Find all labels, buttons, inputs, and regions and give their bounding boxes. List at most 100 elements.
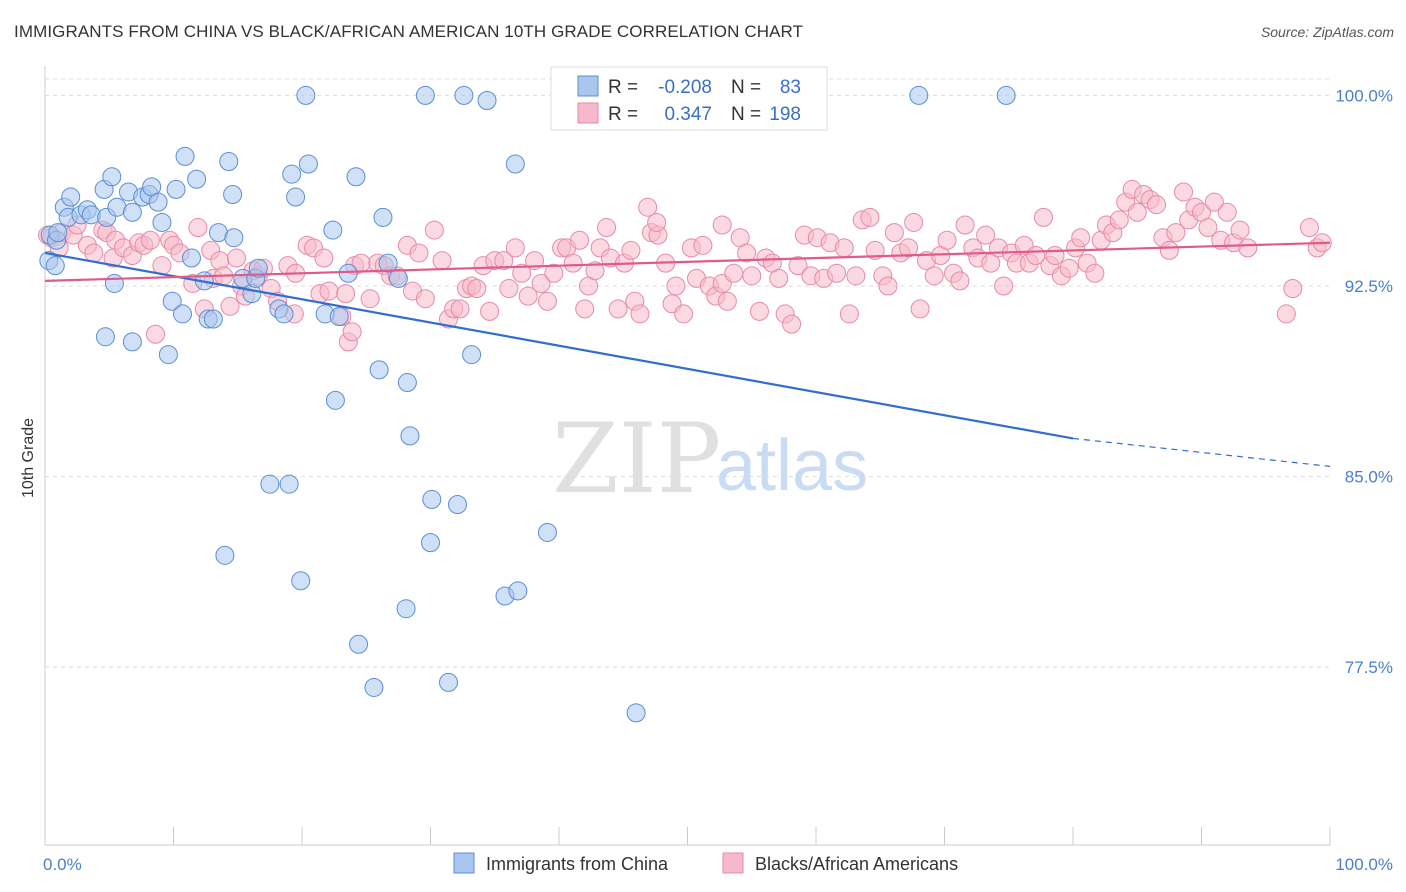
blacks-point bbox=[1276, 304, 1296, 324]
china-point bbox=[349, 634, 369, 654]
china-point bbox=[454, 85, 474, 105]
blacks-point bbox=[499, 279, 519, 299]
blacks-point bbox=[666, 276, 686, 296]
china-point bbox=[102, 167, 122, 187]
blacks-point bbox=[630, 304, 650, 324]
series-blacks-points bbox=[38, 179, 1332, 352]
china-point bbox=[223, 185, 243, 205]
blacks-point bbox=[1045, 245, 1065, 265]
x-tick-label-max: 100.0% bbox=[1335, 855, 1393, 874]
chart-title: IMMIGRANTS FROM CHINA VS BLACK/AFRICAN A… bbox=[14, 22, 804, 41]
china-point bbox=[166, 179, 186, 199]
blacks-point bbox=[899, 238, 919, 258]
china-point bbox=[122, 202, 142, 222]
blacks-point bbox=[544, 263, 564, 283]
china-point bbox=[260, 474, 280, 494]
china-point bbox=[447, 495, 467, 515]
legend-swatch-blue bbox=[577, 75, 599, 97]
watermark-atlas: atlas bbox=[716, 426, 868, 506]
blacks-point bbox=[846, 266, 866, 286]
blacks-point bbox=[188, 218, 208, 238]
blacks-point bbox=[432, 251, 452, 271]
china-point bbox=[325, 390, 345, 410]
blacks-point bbox=[424, 220, 444, 240]
blacks-point bbox=[693, 235, 713, 255]
china-point bbox=[187, 169, 207, 189]
china-point bbox=[172, 304, 192, 324]
blacks-point bbox=[865, 240, 885, 260]
blacks-point bbox=[319, 281, 339, 301]
blacks-point bbox=[512, 263, 532, 283]
china-point bbox=[104, 273, 124, 293]
blacks-point bbox=[621, 240, 641, 260]
blacks-point bbox=[226, 248, 246, 268]
blacks-point bbox=[839, 304, 859, 324]
china-point bbox=[388, 268, 408, 288]
china-point bbox=[61, 187, 81, 207]
china-point bbox=[537, 522, 557, 542]
blacks-point bbox=[904, 212, 924, 232]
blacks-point bbox=[712, 215, 732, 235]
china-point bbox=[338, 263, 358, 283]
gridlines bbox=[45, 78, 1330, 668]
china-point bbox=[364, 677, 384, 697]
blacks-point bbox=[788, 256, 808, 276]
china-point bbox=[286, 187, 306, 207]
blacks-point bbox=[342, 322, 362, 342]
source-credit: Source: ZipAtlas.com bbox=[1260, 24, 1394, 40]
blacks-point bbox=[360, 289, 380, 309]
blacks-point bbox=[1127, 202, 1147, 222]
blacks-point bbox=[884, 223, 904, 243]
blacks-point bbox=[674, 304, 694, 324]
blacks-point bbox=[950, 271, 970, 291]
blacks-point bbox=[981, 253, 1001, 273]
blacks-point bbox=[1204, 192, 1224, 212]
blacks-point bbox=[924, 266, 944, 286]
watermark-zip: ZIP bbox=[552, 403, 721, 515]
blacks-point bbox=[976, 225, 996, 245]
china-point bbox=[462, 345, 482, 365]
blacks-point bbox=[467, 279, 487, 299]
blacks-point bbox=[1238, 238, 1258, 258]
blacks-point bbox=[782, 314, 802, 334]
legend-n-value: 83 bbox=[780, 77, 801, 98]
china-point bbox=[378, 253, 398, 273]
stats-legend: R = -0.208 N = 83 R = 0.347 N = 198 bbox=[550, 66, 828, 131]
blacks-point bbox=[1217, 202, 1237, 222]
legend-n-label: N = bbox=[731, 77, 761, 98]
china-point bbox=[996, 85, 1016, 105]
china-trend-line bbox=[44, 251, 1074, 440]
blacks-point bbox=[737, 243, 757, 263]
legend-r-value: -0.208 bbox=[658, 77, 712, 98]
blacks-point bbox=[742, 266, 762, 286]
china-point bbox=[477, 90, 497, 110]
china-point bbox=[122, 332, 142, 352]
blacks-point bbox=[409, 243, 429, 263]
legend-n-value: 198 bbox=[769, 104, 801, 125]
blacks-point bbox=[1166, 223, 1186, 243]
blacks-point bbox=[494, 251, 514, 271]
series-legend: Immigrants from China Blacks/African Ame… bbox=[453, 852, 958, 874]
blacks-point bbox=[585, 261, 605, 281]
blacks-point bbox=[531, 273, 551, 293]
china-point bbox=[248, 258, 268, 278]
blacks-point bbox=[140, 230, 160, 250]
blacks-point bbox=[608, 299, 628, 319]
china-point bbox=[421, 533, 440, 553]
blacks-point bbox=[415, 289, 435, 309]
y-tick-labels: 100.0% 92.5% 85.0% 77.5% bbox=[1335, 86, 1393, 677]
china-point bbox=[282, 164, 302, 184]
blacks-point bbox=[647, 212, 667, 232]
legend-label-china: Immigrants from China bbox=[486, 854, 669, 874]
y-tick-label: 92.5% bbox=[1345, 277, 1393, 296]
blacks-point bbox=[878, 276, 898, 296]
blacks-point bbox=[480, 301, 500, 321]
china-point bbox=[291, 571, 311, 591]
blacks-point bbox=[505, 238, 525, 258]
y-tick-label: 77.5% bbox=[1345, 658, 1393, 677]
blacks-point bbox=[1230, 220, 1250, 240]
blacks-point bbox=[570, 230, 590, 250]
china-point bbox=[148, 192, 168, 212]
blacks-point bbox=[597, 218, 617, 238]
